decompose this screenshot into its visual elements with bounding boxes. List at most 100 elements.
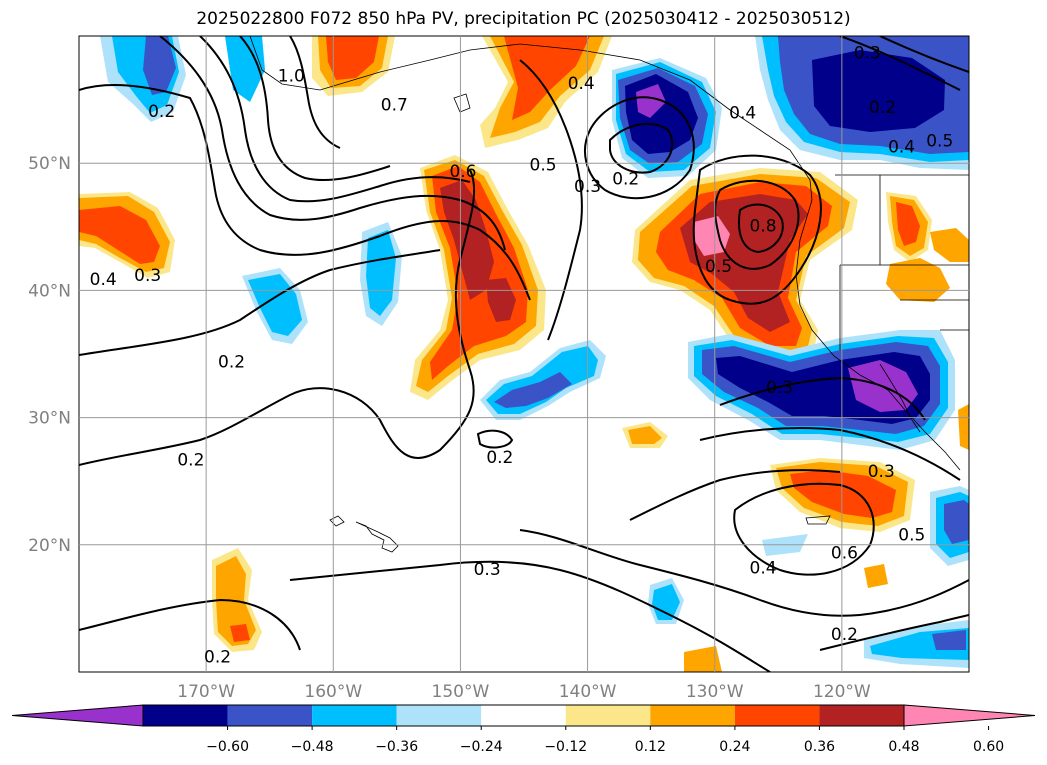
colorbar-tick-label: −0.24	[460, 739, 503, 755]
colorbar-segment	[227, 705, 313, 726]
positive-anomaly	[79, 206, 160, 264]
colorbar-segment	[650, 705, 735, 726]
coastline	[249, 36, 813, 201]
contour-line	[714, 179, 800, 270]
negative-anomaly	[143, 36, 176, 95]
contour-line	[289, 560, 771, 672]
colorbar-segment	[819, 705, 904, 726]
contour-line	[692, 154, 822, 305]
contour-label: 0.2	[486, 448, 513, 468]
map-frame	[78, 35, 970, 673]
negative-anomaly	[225, 36, 265, 102]
colorbar-tick-label: −0.60	[206, 739, 249, 755]
negative-anomaly	[944, 500, 969, 544]
contour-label: 0.4	[729, 103, 756, 123]
positive-anomaly	[326, 36, 379, 80]
precipitation-pc-shading	[79, 36, 969, 672]
contour-line	[819, 614, 969, 651]
contour-line	[738, 203, 784, 254]
colorbar-tick-label: −0.36	[375, 739, 418, 755]
contour-line	[79, 83, 531, 301]
contour-line	[699, 427, 961, 481]
lon-tick-label: 160°W	[304, 682, 362, 702]
lon-tick-label: 170°W	[177, 682, 235, 702]
contour-label: 0.5	[926, 131, 953, 151]
contour-label: 0.5	[898, 526, 925, 546]
contour-line	[79, 598, 301, 651]
lat-tick-label: 40°N	[28, 281, 71, 301]
contour-label: 0.3	[868, 462, 895, 482]
contour-line	[719, 376, 926, 421]
lat-tick-label: 50°N	[28, 154, 71, 174]
gridlines	[79, 36, 969, 672]
negative-anomaly	[812, 50, 945, 132]
colorbar-extend-min	[11, 704, 144, 727]
contour-line	[476, 429, 514, 449]
coastlines	[249, 36, 969, 553]
lon-tick-label: 140°W	[559, 682, 617, 702]
colorbar-segment	[143, 705, 228, 726]
contour-label: 0.2	[612, 169, 639, 189]
colorbar-segment	[565, 705, 651, 726]
colorbar-tick-label: 0.60	[973, 739, 1004, 755]
lon-tick-label: 150°W	[432, 682, 490, 702]
contour-label: 0.3	[574, 177, 601, 197]
contour-label: 0.5	[530, 155, 557, 175]
colorbar-extend-max	[903, 704, 1036, 727]
colorbar-segment	[481, 705, 566, 726]
colorbar-tick-label: 0.24	[719, 739, 750, 755]
colorbar-tick-label: 0.36	[804, 739, 835, 755]
contour-line	[199, 36, 471, 203]
colorbar-segment	[396, 705, 482, 726]
contour-line	[519, 529, 969, 617]
island	[329, 515, 399, 553]
positive-anomaly	[886, 258, 950, 302]
contour-label: 0.2	[831, 625, 858, 645]
colorbar-segment	[734, 705, 820, 726]
contour-label: 0.8	[750, 217, 777, 237]
contour-line	[79, 169, 476, 466]
negative-anomaly	[932, 630, 966, 650]
colorbar: −0.60 −0.48 −0.36 −0.24 −0.12 0.12 0.24 0.36 0.4…	[11, 704, 1036, 755]
negative-anomaly	[494, 372, 572, 408]
contour-labels: 1.0 0.7 0.2 0.4 0.4 0.6 0.5 0.3 0.2 0.8 0.5 0.4 0.3 0…	[90, 44, 954, 668]
positive-anomaly	[930, 228, 969, 262]
longitude-labels: 170°W 160°W 150°W 140°W 130°W 120°W	[177, 682, 871, 702]
positive-anomaly	[504, 36, 590, 120]
colorbar-tick-label: −0.48	[291, 739, 334, 755]
contour-label: 0.3	[474, 560, 501, 580]
pv-contours	[79, 36, 969, 672]
island	[453, 93, 471, 113]
positive-anomaly	[684, 646, 722, 672]
positive-anomaly	[486, 278, 516, 322]
contour-label: 0.7	[381, 96, 408, 116]
contour-label: 0.2	[869, 98, 896, 118]
positive-anomaly	[958, 404, 969, 450]
contour-line	[239, 36, 391, 182]
contour-label: 0.2	[218, 353, 245, 373]
lat-tick-label: 30°N	[28, 409, 71, 429]
positive-anomaly	[628, 426, 662, 444]
negative-anomaly	[636, 84, 666, 118]
contour-line	[839, 36, 961, 91]
contour-label: 0.5	[705, 257, 732, 277]
contour-label: 0.2	[148, 102, 175, 122]
contour-line	[879, 36, 969, 73]
contour-label: 0.4	[568, 74, 595, 94]
positive-anomaly	[440, 180, 494, 300]
coastline	[795, 199, 961, 471]
contour-line	[79, 249, 441, 356]
positive-anomaly	[896, 202, 920, 246]
contour-label: 0.3	[766, 378, 793, 398]
colorbar-tick-label: 0.48	[888, 739, 919, 755]
contour-label: 0.2	[177, 451, 204, 471]
contour-label: 0.4	[750, 559, 777, 579]
contour-label: 0.2	[204, 648, 231, 668]
contour-label: 0.4	[90, 270, 117, 290]
lon-tick-label: 130°W	[686, 682, 744, 702]
positive-anomaly	[230, 624, 250, 642]
lat-tick-label: 20°N	[28, 536, 71, 556]
coastline	[879, 363, 921, 433]
contour-label: 0.6	[831, 543, 858, 563]
